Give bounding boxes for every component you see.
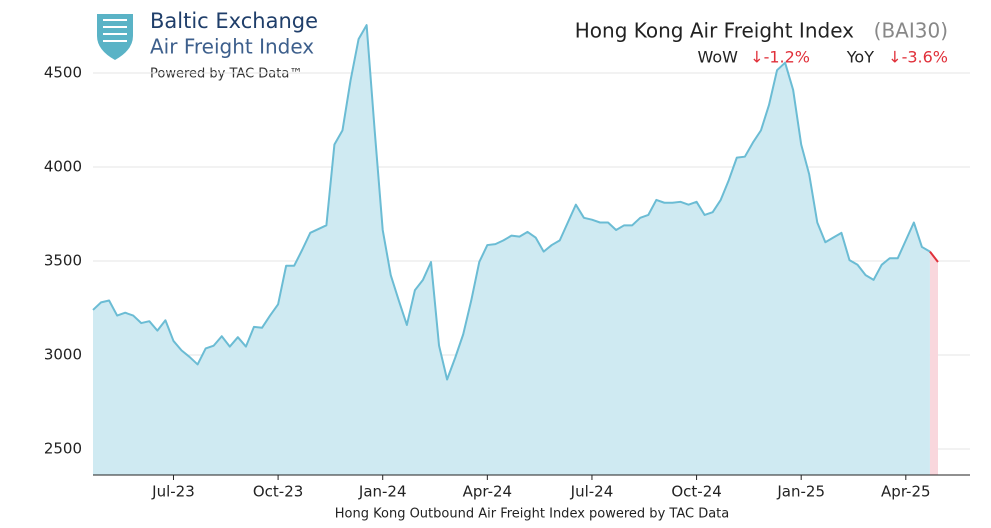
x-tick-label: Jan-25: [776, 483, 825, 501]
line: [92, 24, 931, 381]
wow-label: WoW: [698, 48, 739, 67]
logo-icon: [97, 14, 133, 60]
yoy-value: ↓-3.6%: [888, 48, 948, 67]
x-tick-label: Jul-23: [151, 483, 195, 501]
y-tick-label: 4000: [44, 158, 82, 176]
x-axis-label: Hong Kong Outbound Air Freight Index pow…: [335, 507, 729, 522]
x-tick-label: Apr-24: [463, 483, 513, 501]
x-tick-label: Oct-24: [671, 483, 721, 501]
wow-value: ↓-1.2%: [750, 48, 810, 67]
last-area: [929, 251, 938, 475]
logo-note: Powered by TAC Data™: [150, 67, 302, 82]
y-tick-label: 2500: [44, 440, 82, 458]
logo: Baltic Exchange Air Freight Index Powere…: [97, 9, 318, 82]
logo-title: Baltic Exchange: [150, 9, 318, 33]
chart-title: Hong Kong Air Freight Index: [575, 19, 854, 43]
yoy-label: YoY: [846, 48, 874, 67]
logo-icon-lines: [103, 19, 127, 42]
y-tick-label: 3500: [44, 252, 82, 270]
y-tick-label: 3000: [44, 346, 82, 364]
logo-subtitle: Air Freight Index: [150, 35, 314, 59]
last-line: [929, 251, 939, 263]
x-tick-label: Jul-24: [570, 483, 614, 501]
x-tick-label: Apr-25: [881, 483, 931, 501]
y-tick-label: 4500: [44, 64, 82, 82]
area: [93, 25, 930, 475]
x-tick-label: Jan-24: [358, 483, 407, 501]
x-tick-label: Oct-23: [253, 483, 303, 501]
title-code: (BAI30): [874, 19, 948, 43]
